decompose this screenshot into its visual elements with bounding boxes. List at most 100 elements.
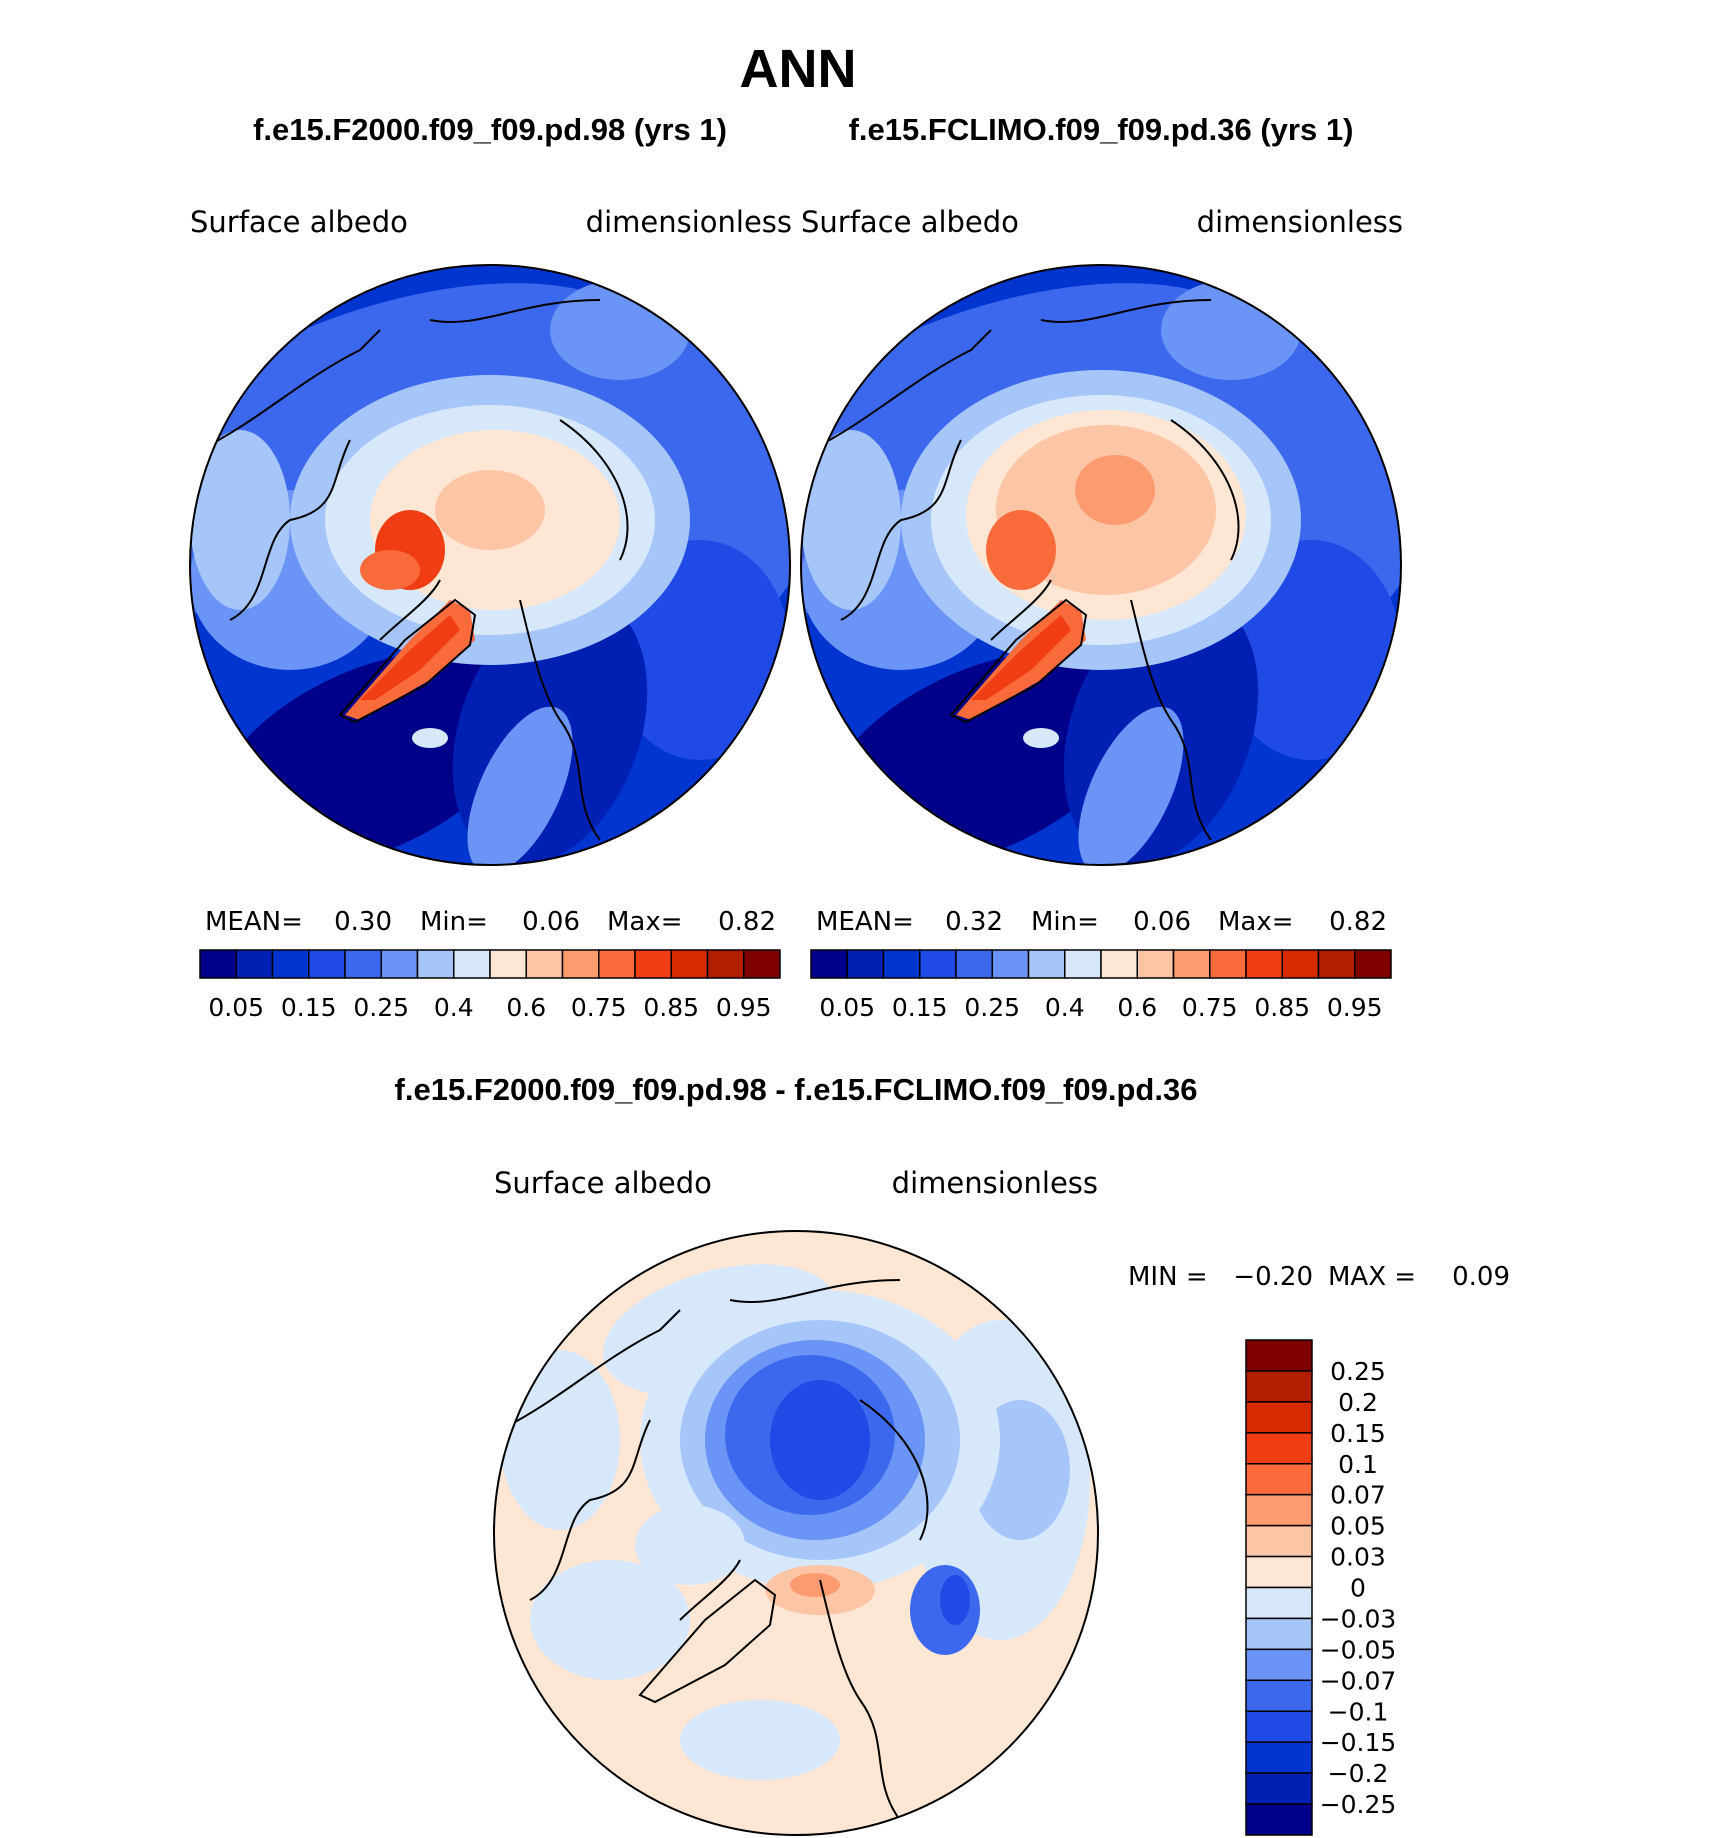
panel-right-colorbar-box [991, 949, 1030, 979]
difference-colorbar-tick-label: 0.05 [1330, 1512, 1386, 1541]
difference-colorbar-box [1245, 1772, 1313, 1805]
difference-colorbar-box [1245, 1617, 1313, 1651]
panel-left-colorbar-tick-label: 0.95 [716, 993, 772, 1022]
panel-right-colorbar-box [1245, 949, 1283, 979]
difference-colorbar-tick-label: 0.03 [1330, 1543, 1386, 1572]
difference-colorbar-tick-label: 0.2 [1338, 1388, 1378, 1417]
panel-right-min-value: 0.06 [1133, 907, 1191, 937]
panel-left-min-value: 0.06 [522, 907, 580, 937]
difference-colorbar-tick-label: 0.25 [1330, 1357, 1386, 1386]
panel-left-colorbar-tick-label: 0.85 [643, 993, 699, 1022]
panel-right-min-label: Min= [1031, 907, 1099, 937]
panel-left-mean-label: MEAN= [205, 907, 303, 937]
panel-right-colorbar-tick-label: 0.6 [1117, 993, 1157, 1022]
difference-colorbar-tick-label: −0.1 [1328, 1697, 1389, 1726]
panel-left-colorbar-box [453, 949, 491, 979]
panel-right-case-title: f.e15.FCLIMO.f09_f09.pd.36 (yrs 1) [849, 112, 1354, 147]
panel-left-colorbar-box [489, 949, 527, 979]
panel-right-colorbar-tick-label: 0.05 [819, 993, 875, 1022]
panel-right-max-label: Max= [1218, 907, 1294, 937]
panel-left-colorbar-box [525, 949, 564, 979]
panel-left-units-label: dimensionless [586, 205, 792, 239]
difference-colorbar-tick-label: −0.15 [1320, 1728, 1397, 1757]
difference-colorbar-box [1245, 1370, 1313, 1403]
difference-title: f.e15.F2000.f09_f09.pd.98 - f.e15.FCLIMO… [395, 1072, 1198, 1107]
panel-right-colorbar-box [1064, 949, 1102, 979]
difference-colorbar-tick-label: 0.1 [1338, 1450, 1378, 1479]
panel-right-mean-label: MEAN= [816, 907, 914, 937]
panel-left-colorbar-box [380, 949, 419, 979]
panel-right-colorbar-box [1172, 949, 1211, 979]
panel-right-colorbar-box [919, 949, 957, 979]
panel-right-colorbar-box [1209, 949, 1247, 979]
panel-left-colorbar-tick-label: 0.6 [506, 993, 546, 1022]
panel-right-colorbar-tick-label: 0.75 [1182, 993, 1238, 1022]
panel-left-variable-label: Surface albedo [190, 205, 408, 239]
panel-right-mean-value: 0.32 [945, 907, 1003, 937]
difference-colorbar-box [1245, 1339, 1313, 1372]
panel-right-colorbar-tick-label: 0.95 [1327, 993, 1383, 1022]
panel-left-map [190, 265, 790, 865]
difference-max-value: 0.09 [1452, 1262, 1510, 1292]
panel-right-colorbar-labels: 0.05 0.15 0.25 0.4 0.6 0.75 0.85 0.95 [819, 993, 1382, 1022]
panel-right-units-label: dimensionless [1197, 205, 1403, 239]
panel-left-max-label: Max= [607, 907, 683, 937]
panel-right-colorbar-box [846, 949, 885, 979]
panel-left-colorbar-box [634, 949, 672, 979]
difference-colorbar-box [1245, 1463, 1313, 1496]
panel-left-colorbar-tick-label: 0.4 [434, 993, 474, 1022]
panel-right-colorbar-box [810, 949, 848, 979]
panel-right-colorbar-box [1354, 949, 1392, 979]
panel-right-colorbar-tick-label: 0.25 [964, 993, 1020, 1022]
difference-colorbar-box [1245, 1803, 1313, 1836]
difference-colorbar-box [1245, 1555, 1313, 1589]
difference-variable-label: Surface albedo [494, 1166, 712, 1200]
panel-left-colorbar-box [199, 949, 237, 979]
panel-right-colorbar-box [1100, 949, 1138, 979]
difference-colorbar-tick-label: 0 [1350, 1574, 1366, 1603]
panel-left-colorbar-tick-label: 0.15 [281, 993, 337, 1022]
difference-colorbar-box [1245, 1524, 1313, 1558]
panel-right-colorbar-box [1281, 949, 1320, 979]
panel-left-max-value: 0.82 [718, 907, 776, 937]
panel-right-colorbar-tick-label: 0.4 [1045, 993, 1085, 1022]
panel-right-colorbar-box [1317, 949, 1356, 979]
difference-colorbar-tick-label: 0.07 [1330, 1481, 1386, 1510]
difference-colorbar-box [1245, 1401, 1313, 1434]
panel-left-min-label: Min= [420, 907, 488, 937]
panel-right-colorbar-tick-label: 0.85 [1254, 993, 1310, 1022]
difference-colorbar-box [1245, 1648, 1313, 1682]
panel-left: f.e15.F2000.f09_f09.pd.98 (yrs 1) Surfac… [189, 112, 792, 1022]
difference-colorbar-tick-label: 0.15 [1330, 1419, 1386, 1448]
panel-right-max-value: 0.82 [1329, 907, 1387, 937]
panel-right-colorbar-box [1027, 949, 1066, 979]
panel-left-colorbar-box [706, 949, 745, 979]
figure-title: ANN [740, 39, 857, 99]
panel-left-mean-value: 0.30 [334, 907, 392, 937]
panel-right-variable-label: Surface albedo [801, 205, 1019, 239]
difference-colorbar-box [1245, 1432, 1313, 1465]
panel-left-colorbar-box [598, 949, 636, 979]
difference-colorbar [1245, 1339, 1313, 1836]
difference-units-label: dimensionless [892, 1166, 1098, 1200]
panel-left-colorbar-box [743, 949, 781, 979]
panel-right-colorbar-box [882, 949, 921, 979]
panel-left-colorbar-tick-label: 0.05 [208, 993, 264, 1022]
panel-right-colorbar [810, 949, 1392, 979]
panel-left-colorbar-box [344, 949, 382, 979]
panel-left-colorbar-labels: 0.05 0.15 0.25 0.4 0.6 0.75 0.85 0.95 [208, 993, 771, 1022]
difference-colorbar-tick-label: −0.07 [1320, 1666, 1397, 1695]
difference-colorbar-box [1245, 1741, 1313, 1774]
panel-left-case-title: f.e15.F2000.f09_f09.pd.98 (yrs 1) [253, 112, 727, 147]
difference-colorbar-tick-label: −0.05 [1320, 1635, 1397, 1664]
difference-max-label: MAX = [1328, 1262, 1416, 1292]
difference-map [494, 1231, 1098, 1835]
panel-left-colorbar-box [670, 949, 709, 979]
difference-colorbar-box [1245, 1586, 1313, 1620]
difference-min-value: −0.20 [1233, 1262, 1313, 1292]
panel-left-colorbar-box [416, 949, 455, 979]
panel-right-colorbar-box [1136, 949, 1175, 979]
panel-right-colorbar-box [955, 949, 993, 979]
difference-colorbar-box [1245, 1710, 1313, 1743]
